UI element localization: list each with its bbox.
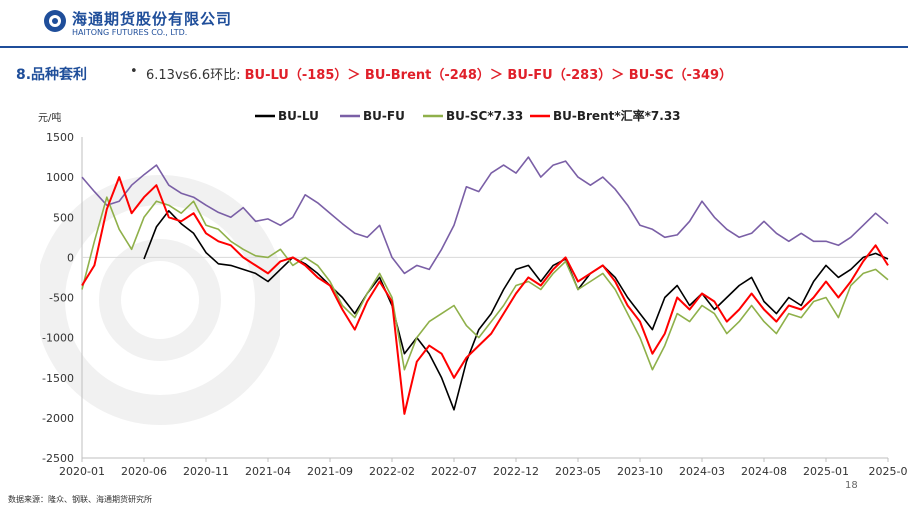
comparison-summary: 6.13vs6.6环比: BU-LU（-185）＞ BU-Brent（-248）… <box>146 64 732 83</box>
y-tick-label: 1000 <box>46 171 74 184</box>
y-tick-label: -1500 <box>42 372 74 385</box>
page-number: 18 <box>845 480 858 491</box>
x-tick-label: 2022-07 <box>431 465 477 478</box>
legend: BU-LU BU-FU BU-SC*7.33 BU-Brent*汇率*7.33 <box>255 108 681 123</box>
bullet-icon: • <box>130 64 138 79</box>
header: 海通期货股份有限公司 HAITONG FUTURES CO., LTD. <box>0 0 908 46</box>
chart-axes <box>81 137 888 459</box>
x-tick-label: 2023-10 <box>617 465 663 478</box>
y-axis-unit-label: 元/吨 <box>38 111 61 124</box>
y-ticks: 1500 1000 500 0 -500 -1000 -1500 -2000 -2500 <box>42 131 74 465</box>
x-tick-label: 2023-05 <box>555 465 601 478</box>
comparison-prefix: 6.13vs6.6环比: <box>146 68 241 83</box>
series-lines <box>81 156 889 415</box>
x-tick-label: 2024-08 <box>741 465 787 478</box>
x-tick-label: 2025-0 <box>869 465 908 478</box>
y-tick-label: -1000 <box>42 332 74 345</box>
series-line-3 <box>81 196 889 371</box>
x-tick-label: 2020-06 <box>121 465 167 478</box>
legend-label: BU-LU <box>278 109 319 123</box>
x-tick-label: 2021-09 <box>307 465 353 478</box>
company-name-cn: 海通期货股份有限公司 <box>72 10 233 28</box>
y-tick-label: 0 <box>67 251 74 264</box>
header-divider <box>0 46 908 48</box>
y-tick-label: -2500 <box>42 452 74 465</box>
comparison-ranking: BU-LU（-185）＞ BU-Brent（-248）＞ BU-FU（-283）… <box>244 68 733 83</box>
section-title: 8.品种套利 <box>16 67 88 83</box>
series-line-1 <box>143 210 889 411</box>
legend-label: BU-Brent*汇率*7.33 <box>553 108 681 123</box>
series-line-2 <box>81 156 889 275</box>
legend-label: BU-SC*7.33 <box>446 109 523 123</box>
x-ticks: 2020-01 2020-06 2020-11 2021-04 2021-09 2022-… <box>59 458 907 478</box>
x-tick-label: 2022-02 <box>369 465 415 478</box>
x-tick-label: 2021-04 <box>245 465 291 478</box>
y-tick-label: -2000 <box>42 412 74 425</box>
y-tick-label: -500 <box>49 292 74 305</box>
x-tick-label: 2020-11 <box>183 465 229 478</box>
y-tick-label: 1500 <box>46 131 74 144</box>
x-tick-label: 2024-03 <box>679 465 725 478</box>
company-name-en: HAITONG FUTURES CO., LTD. <box>72 28 188 37</box>
y-tick-label: 500 <box>53 211 74 224</box>
legend-label: BU-FU <box>363 109 405 123</box>
x-tick-label: 2020-01 <box>59 465 105 478</box>
x-tick-label: 2022-12 <box>493 465 539 478</box>
haitong-logo-icon <box>44 10 66 32</box>
watermark-logo-icon <box>40 175 280 425</box>
series-line-4 <box>81 176 889 415</box>
data-source: 数据来源：隆众、钢联、海通期货研究所 <box>8 495 152 504</box>
x-tick-label: 2025-01 <box>803 465 849 478</box>
